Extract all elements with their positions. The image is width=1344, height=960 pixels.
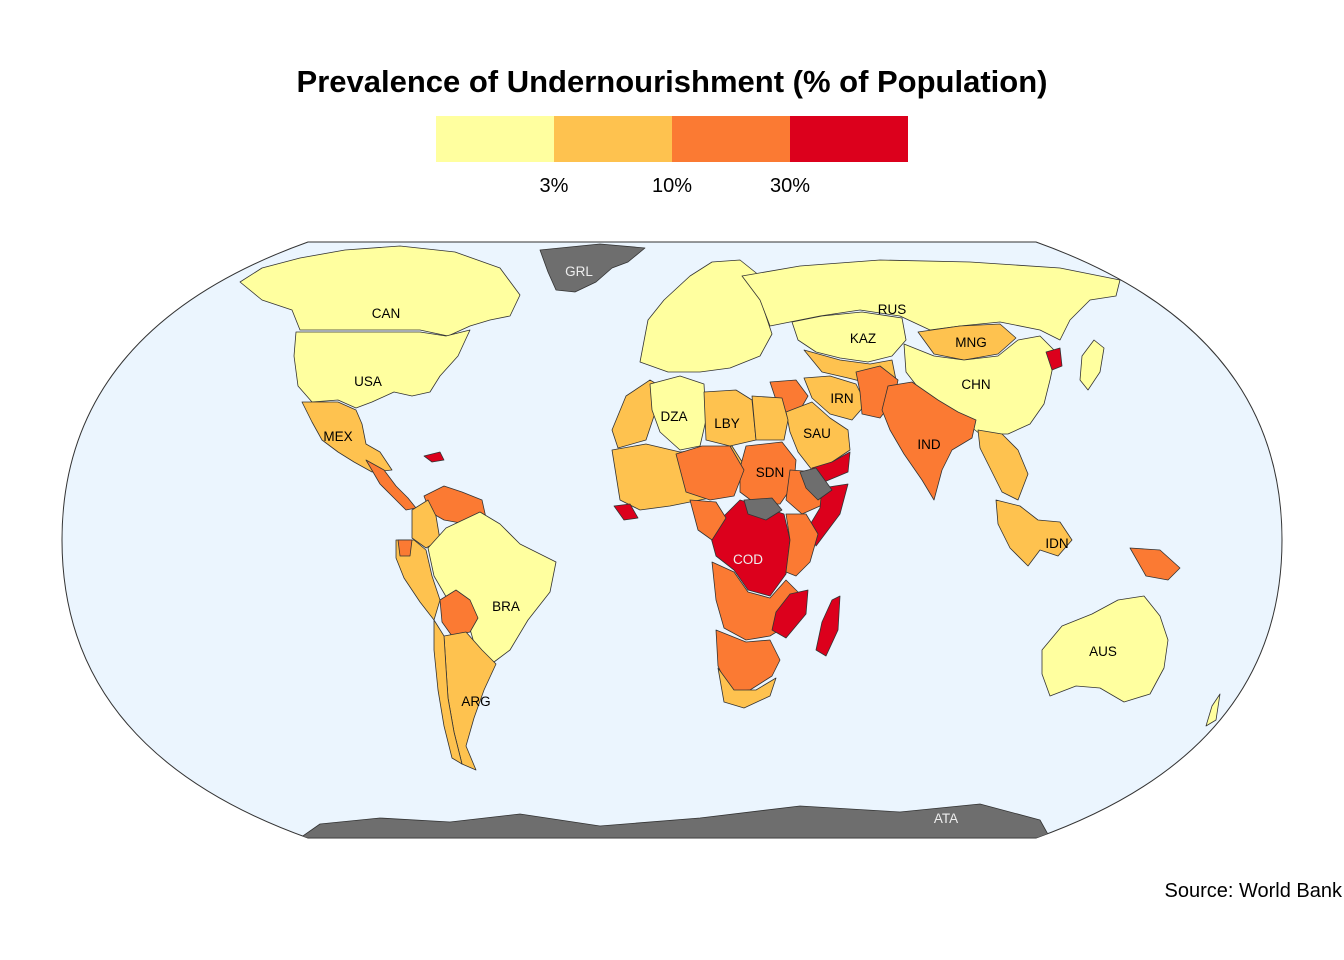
country-MOZ [771,589,809,639]
country-EGY [751,395,789,441]
label-GRL: GRL [565,264,593,279]
label-SDN: SDN [756,465,785,480]
country-PRK [1045,347,1063,371]
country-AUS [1041,595,1169,703]
label-USA: USA [354,374,382,389]
legend-swatch-1 [436,116,554,162]
country-ECU [397,539,413,557]
country-horn-nodata [799,467,833,501]
color-legend [436,116,908,162]
label-ATA: ATA [934,811,958,826]
label-CAN: CAN [372,306,401,321]
label-ARG: ARG [461,694,490,709]
label-KAZ: KAZ [850,331,876,346]
label-COD: COD [733,552,763,567]
country-DZA [649,375,707,451]
legend-break-3: 3% [539,175,569,197]
country-SE-asia [977,429,1029,501]
country-labels: GRL CAN USA MEX BRA ARG DZA LBY SDN COD … [323,264,1117,826]
label-BRA: BRA [492,599,520,614]
label-IDN: IDN [1045,536,1068,551]
legend-break-10: 10% [651,175,693,197]
label-IND: IND [917,437,941,452]
country-west-africa-coast [613,503,639,521]
country-east-africa [785,513,819,577]
country-NZL [1205,693,1221,727]
country-IND [881,381,977,501]
label-MEX: MEX [323,429,352,444]
country-BOL [439,589,479,637]
country-CAF-nodata [743,497,783,521]
country-PER [395,539,441,621]
country-KAZ [791,311,907,363]
country-JPN [1079,339,1105,391]
map-title: Prevalence of Undernourishment (% of Pop… [296,64,1048,99]
legend-break-30: 30% [769,175,811,197]
country-CAN [239,245,521,337]
country-MDG [815,595,841,657]
country-SAU [785,401,851,471]
country-CHL [433,619,463,765]
label-LBY: LBY [714,416,740,431]
label-DZA: DZA [661,409,688,424]
country-IRN [803,375,867,421]
legend-swatch-4 [790,116,908,162]
label-RUS: RUS [878,302,907,317]
country-ATA [299,803,1051,838]
country-IDN [995,499,1073,567]
label-AUS: AUS [1089,644,1117,659]
source-note: Source: World Bank [1164,880,1343,902]
country-USA [293,329,471,409]
country-MEX [301,401,393,473]
country-ZAF [717,667,777,709]
country-SOM [807,483,849,547]
legend-swatch-3 [672,116,790,162]
country-cameroon-gabon [689,499,727,541]
label-MNG: MNG [955,335,987,350]
country-chad-niger [675,445,745,501]
country-caribbean [423,451,445,463]
country-MNG [917,323,1017,361]
label-CHN: CHN [961,377,990,392]
country-GRL [539,243,646,293]
legend-swatch-2 [554,116,672,162]
country-PNG [1129,547,1181,581]
label-SAU: SAU [803,426,831,441]
label-IRN: IRN [830,391,853,406]
